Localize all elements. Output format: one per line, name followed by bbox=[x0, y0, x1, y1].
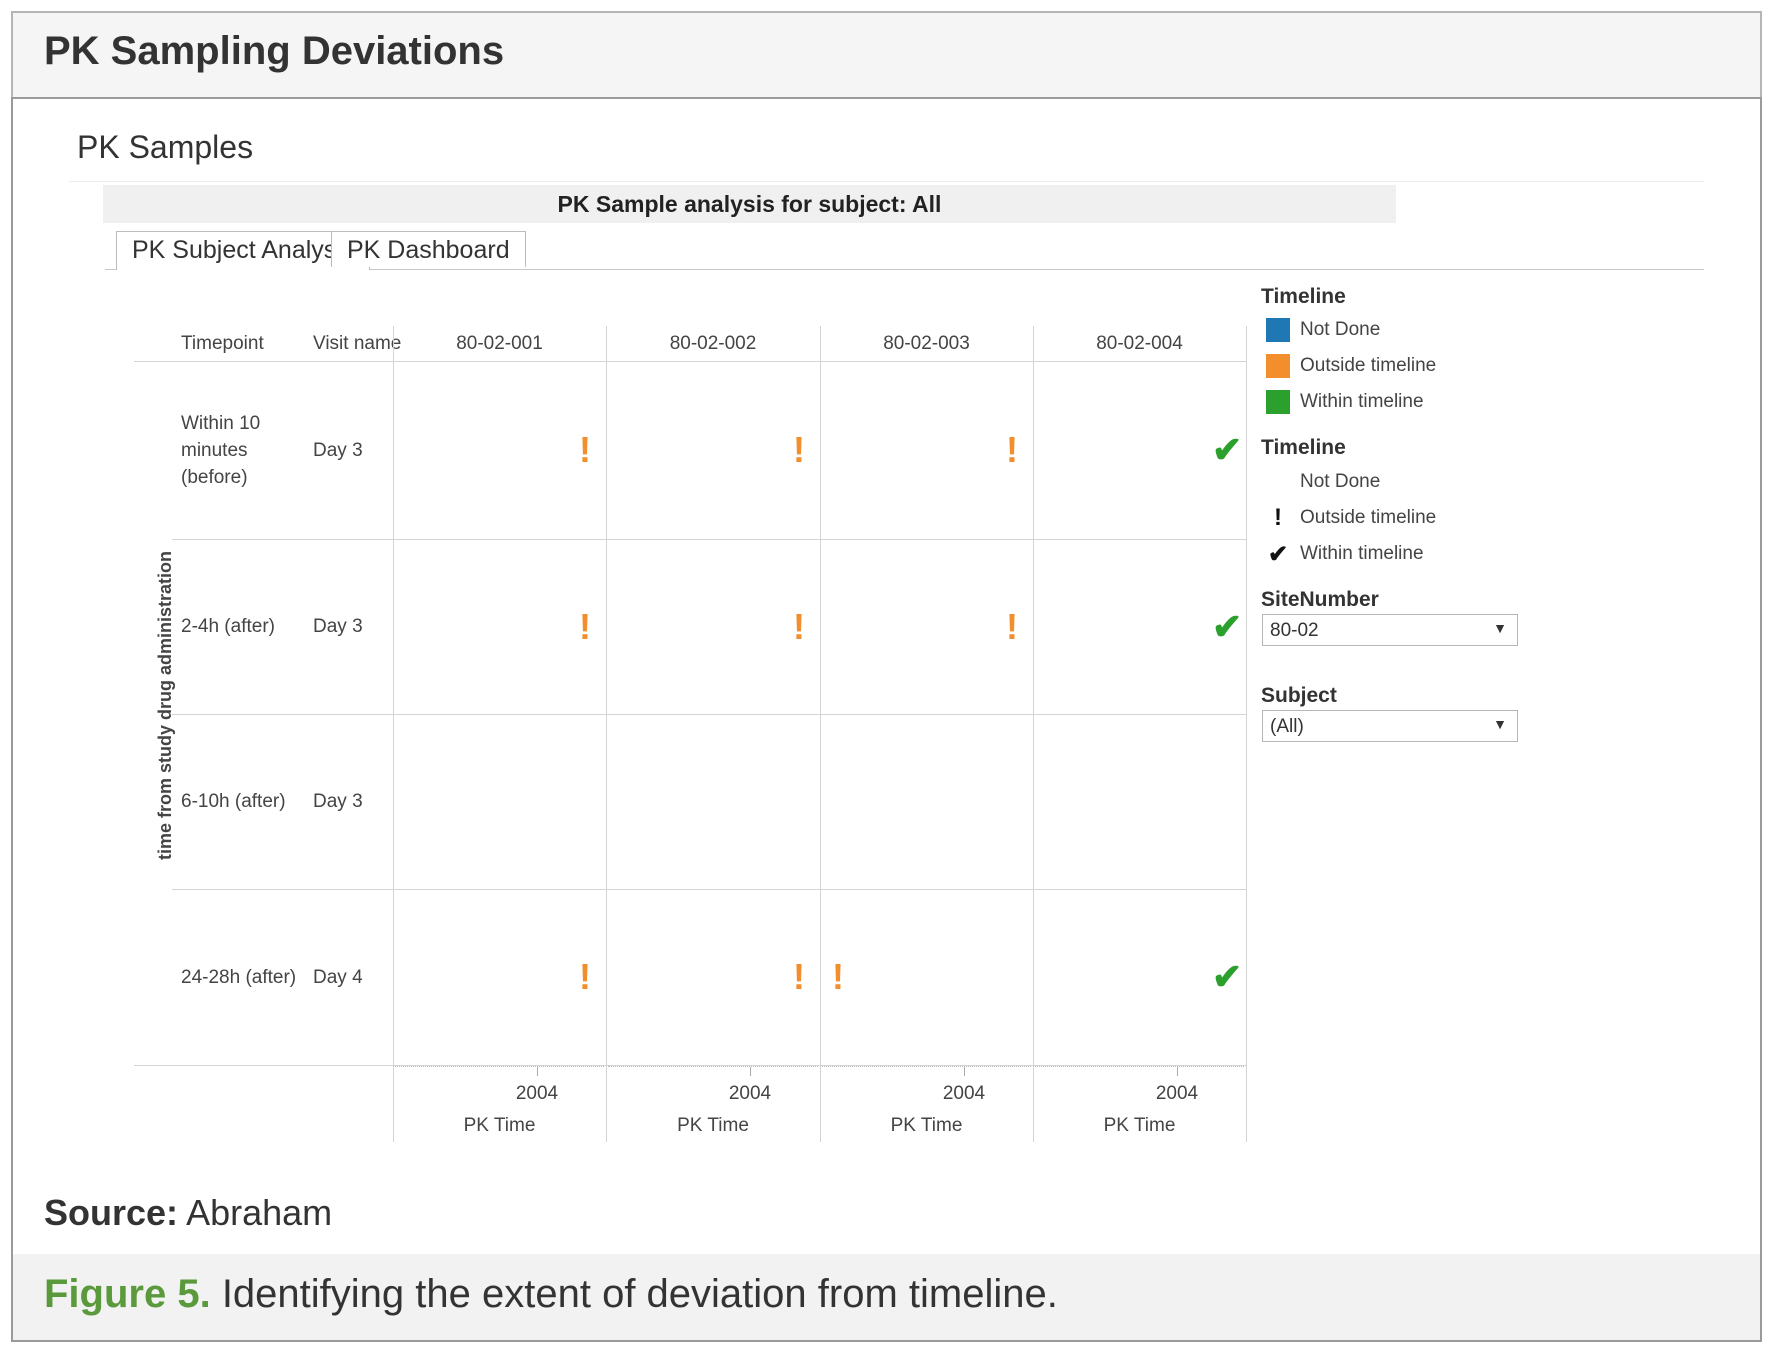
exclamation-icon: ! bbox=[1274, 504, 1282, 531]
axis-tick-label: 2004 bbox=[728, 1083, 772, 1104]
header-visit-name: Visit name bbox=[313, 333, 402, 354]
color-swatch bbox=[1266, 390, 1290, 414]
timepoint-line: Within 10 bbox=[181, 412, 261, 434]
viz-title: PK Sample analysis for subject: All bbox=[103, 185, 1396, 223]
column-header: 80-02-002 bbox=[669, 333, 757, 354]
source-line: Source: Abraham bbox=[44, 1192, 332, 1234]
outside-timeline-mark: ! bbox=[793, 605, 805, 647]
site-number-value: 80-02 bbox=[1270, 620, 1319, 641]
caption-box: Figure 5. Identifying the extent of devi… bbox=[11, 1254, 1762, 1342]
column-header: 80-02-003 bbox=[883, 333, 970, 354]
source-box: Source: Abraham bbox=[11, 1182, 1762, 1256]
axis-baseline bbox=[1035, 1066, 1244, 1069]
column-header: 80-02-001 bbox=[456, 333, 543, 354]
tab-pk-subject-analysis[interactable]: PK Subject Analysis bbox=[116, 231, 371, 270]
caption-text: Identifying the extent of deviation from… bbox=[210, 1272, 1058, 1316]
outside-timeline-mark: ! bbox=[579, 956, 591, 997]
figure-caption: Figure 5. Identifying the extent of devi… bbox=[44, 1272, 1058, 1317]
outside-timeline-mark: ! bbox=[579, 429, 591, 470]
tab-bar: PK Subject Analysis PK Dashboard bbox=[105, 231, 1704, 270]
axis-tick-label: 2004 bbox=[942, 1083, 986, 1104]
table-bottom-border bbox=[134, 1065, 1246, 1066]
subject-filter-label: Subject bbox=[1261, 684, 1337, 707]
outside-timeline-mark: ! bbox=[793, 429, 805, 470]
timepoint-line: 24-28h (after) bbox=[181, 966, 297, 988]
column-divider bbox=[606, 326, 607, 1142]
axis-tick bbox=[964, 1067, 965, 1076]
outside-timeline-mark: ! bbox=[579, 605, 591, 647]
check-icon: ✔ bbox=[1268, 541, 1289, 568]
timepoint-label: Within 10 minutes (before) bbox=[181, 410, 260, 491]
site-filter-label: SiteNumber bbox=[1261, 588, 1379, 611]
column-header: 80-02-004 bbox=[1096, 333, 1183, 354]
within-timeline-mark: ✔ bbox=[1212, 429, 1243, 470]
outside-timeline-mark: ! bbox=[832, 956, 844, 997]
section-divider bbox=[69, 181, 1704, 182]
row-divider bbox=[172, 714, 1246, 715]
subject-value: (All) bbox=[1270, 716, 1304, 737]
timepoint-label: 2-4h (after) bbox=[181, 613, 275, 640]
axis-tick bbox=[750, 1067, 751, 1076]
source-prefix: Source: bbox=[44, 1192, 179, 1233]
legend-label: Outside timeline bbox=[1300, 355, 1437, 376]
legend-label: Within timeline bbox=[1300, 543, 1424, 564]
y-axis-label: time from study drug administration bbox=[155, 550, 175, 860]
color-swatch bbox=[1266, 354, 1290, 378]
axis-baseline bbox=[608, 1066, 818, 1069]
shape-legend-title: Timeline bbox=[1261, 436, 1346, 459]
subject-select[interactable]: (All) ▼ bbox=[1262, 710, 1518, 742]
row-divider bbox=[172, 889, 1246, 890]
x-axis-title: PK Time bbox=[890, 1115, 963, 1136]
x-axis-title: PK Time bbox=[463, 1115, 536, 1136]
column-divider bbox=[1246, 326, 1247, 1142]
outside-timeline-mark: ! bbox=[1006, 605, 1018, 647]
timepoint-line: 6-10h (after) bbox=[181, 791, 286, 812]
x-axis-title: PK Time bbox=[677, 1115, 749, 1136]
legend-label: Outside timeline bbox=[1300, 507, 1437, 528]
axis-tick bbox=[537, 1067, 538, 1076]
column-divider bbox=[1033, 326, 1034, 1142]
x-axis-title: PK Time bbox=[1103, 1115, 1176, 1136]
axis-tick-label: 2004 bbox=[515, 1083, 559, 1104]
outside-timeline-mark: ! bbox=[1006, 429, 1018, 470]
source-text: Abraham bbox=[178, 1192, 333, 1233]
tab-pk-dashboard[interactable]: PK Dashboard bbox=[331, 231, 526, 267]
visit-name: Day 3 bbox=[313, 616, 363, 637]
site-number-select[interactable]: 80-02 ▼ bbox=[1262, 614, 1518, 646]
row-divider bbox=[172, 539, 1246, 540]
timepoint-line: minutes bbox=[181, 439, 248, 461]
color-legend-title: Timeline bbox=[1261, 285, 1346, 308]
color-swatch bbox=[1266, 318, 1290, 342]
chevron-down-icon: ▼ bbox=[1493, 716, 1507, 732]
within-timeline-mark: ✔ bbox=[1212, 605, 1243, 647]
column-divider bbox=[393, 326, 394, 1142]
timepoint-line: 2-4h (after) bbox=[181, 616, 275, 637]
figure-number: Figure 5. bbox=[44, 1272, 211, 1316]
axis-baseline bbox=[395, 1066, 604, 1069]
header-divider bbox=[134, 361, 1246, 362]
visit-name: Day 3 bbox=[313, 439, 363, 461]
axis-baseline bbox=[822, 1066, 1031, 1069]
axis-tick bbox=[1177, 1067, 1178, 1076]
legend-label: Not Done bbox=[1300, 471, 1381, 492]
legend-label: Within timeline bbox=[1300, 391, 1424, 412]
timepoint-label: 6-10h (after) bbox=[181, 788, 286, 815]
section-title: PK Samples bbox=[77, 129, 254, 165]
column-divider bbox=[820, 326, 821, 1142]
timepoint-label: 24-28h (after) bbox=[181, 964, 296, 991]
chevron-down-icon: ▼ bbox=[1493, 620, 1507, 636]
header-timepoint: Timepoint bbox=[181, 333, 264, 354]
visit-name: Day 3 bbox=[313, 791, 363, 812]
axis-tick-label: 2004 bbox=[1155, 1083, 1199, 1104]
page-header: PK Sampling Deviations bbox=[11, 11, 1762, 99]
page-title: PK Sampling Deviations bbox=[44, 29, 505, 73]
visit-name: Day 4 bbox=[313, 966, 363, 988]
outside-timeline-mark: ! bbox=[793, 956, 805, 997]
within-timeline-mark: ✔ bbox=[1212, 956, 1243, 997]
legend-label: Not Done bbox=[1300, 319, 1381, 340]
timepoint-line: (before) bbox=[181, 466, 248, 488]
